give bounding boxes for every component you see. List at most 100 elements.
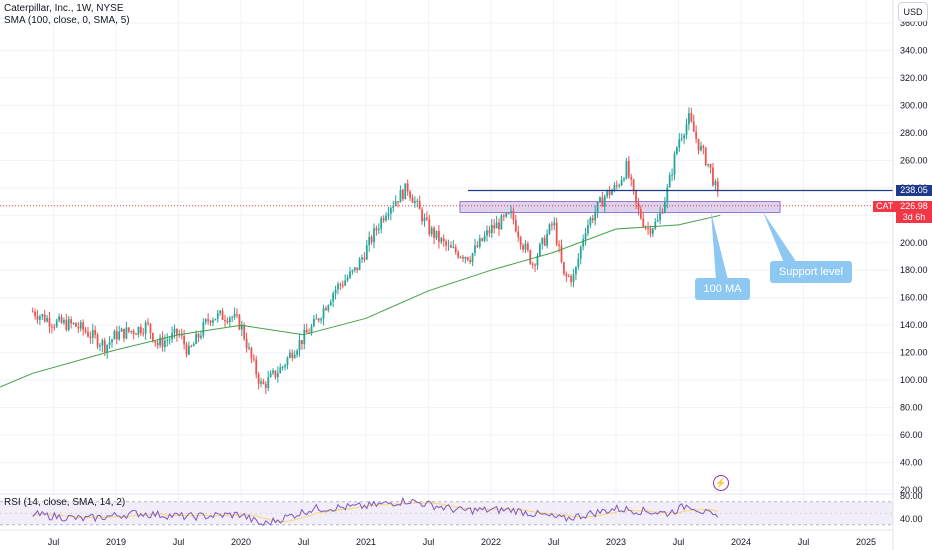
candle-body — [252, 358, 255, 360]
candle-body — [48, 318, 51, 327]
candle-body — [356, 267, 359, 271]
candle-body — [341, 284, 344, 286]
candle-body — [305, 329, 308, 333]
candle-body — [536, 255, 539, 266]
candle-body — [159, 337, 161, 346]
price-tick-label: 20.00 — [900, 485, 923, 495]
currency-selector[interactable]: USD — [898, 2, 928, 22]
candle-body — [709, 163, 712, 168]
last-price-tag: 226.98 — [896, 201, 932, 212]
candle-body — [680, 138, 683, 140]
candle-body — [522, 245, 524, 250]
candle-body — [243, 324, 246, 339]
candle-body — [101, 340, 104, 346]
candle-body — [125, 327, 128, 339]
candle-body — [79, 322, 82, 329]
lightning-icon[interactable]: ⚡ — [713, 475, 729, 491]
candle-body — [231, 317, 234, 319]
candle-body — [651, 228, 654, 234]
candle-body — [483, 235, 486, 241]
candle-body — [380, 218, 383, 229]
time-tick-label: 2020 — [231, 537, 251, 547]
ma-callout[interactable]: 100 MA — [695, 278, 750, 300]
candle-body — [464, 257, 467, 259]
candle-body — [702, 146, 705, 149]
candle-body — [298, 339, 301, 351]
candle-body — [490, 225, 493, 234]
candle-body — [91, 330, 94, 338]
candle-body — [611, 190, 613, 195]
candle-body — [606, 190, 609, 197]
candle-body — [41, 314, 44, 317]
candle-body — [627, 160, 630, 178]
candle-body — [397, 201, 399, 203]
candle-body — [476, 245, 479, 247]
candle-body — [428, 219, 431, 235]
candle-body — [349, 271, 351, 278]
candle-body — [337, 284, 339, 290]
candle-body — [406, 183, 409, 192]
candle-body — [373, 228, 375, 243]
time-tick-label: Jul — [798, 537, 810, 547]
candle-body — [531, 263, 534, 265]
candle-body — [649, 228, 652, 234]
price-tick-label: 60.00 — [900, 430, 923, 440]
candle-body — [685, 124, 688, 136]
candle-body — [55, 320, 58, 327]
candle-body — [469, 260, 472, 263]
support-callout[interactable]: Support level — [770, 261, 852, 283]
candle-body — [161, 337, 164, 348]
candle-body — [642, 218, 645, 227]
candle-body — [695, 131, 698, 139]
candle-body — [207, 319, 210, 321]
rsi-pane: 80.00 40.00 — [0, 491, 923, 526]
candle-body — [209, 320, 212, 323]
candle-body — [313, 319, 315, 327]
candle-body — [692, 121, 695, 132]
candle-body — [344, 280, 347, 286]
candle-body — [346, 277, 349, 281]
candle-body — [524, 243, 527, 250]
candle-body — [315, 318, 318, 320]
candle-body — [635, 190, 637, 203]
candle-body — [478, 238, 481, 247]
price-tick-label: 160.00 — [900, 293, 928, 303]
rsi-legend: RSI (14, close, SMA, 14, 2) — [4, 497, 126, 508]
candle-body — [214, 318, 217, 321]
candle-body — [678, 139, 681, 148]
candle-body — [454, 247, 457, 253]
candle-body — [272, 370, 274, 374]
candle-body — [673, 153, 676, 175]
candle-body — [519, 237, 522, 246]
candle-body — [560, 245, 563, 262]
time-axis: Jul 2019 Jul 2020 Jul 2021 Jul 2022 Jul 2023 Jul 20… — [0, 529, 893, 547]
candle-body — [534, 264, 536, 266]
candle-body — [462, 256, 464, 259]
candle-body — [351, 270, 354, 272]
candle-body — [36, 316, 39, 320]
price-tick-label: 360.00 — [900, 18, 928, 28]
candle-body — [577, 258, 580, 268]
candle-body — [149, 323, 152, 334]
candle-body — [666, 187, 669, 202]
candle-body — [442, 238, 445, 242]
candle-body — [541, 237, 544, 244]
candle-body — [200, 335, 202, 338]
candle-body — [58, 316, 61, 321]
price-tick-label: 260.00 — [900, 155, 928, 165]
candle-body — [183, 335, 186, 345]
candle-body — [46, 318, 48, 322]
candle-body — [221, 310, 224, 320]
candle-body — [486, 230, 488, 236]
candle-body — [67, 319, 70, 330]
candle-body — [60, 316, 63, 323]
price-tick-label: 280.00 — [900, 128, 928, 138]
candle-body — [401, 189, 404, 200]
candle-body — [274, 370, 277, 378]
sma-legend: SMA (100, close, 0, SMA, 5) — [4, 15, 130, 26]
candle-body — [113, 331, 116, 340]
candle-body — [558, 244, 561, 246]
time-tick-label: Jul — [298, 537, 310, 547]
candle-body — [495, 222, 498, 229]
